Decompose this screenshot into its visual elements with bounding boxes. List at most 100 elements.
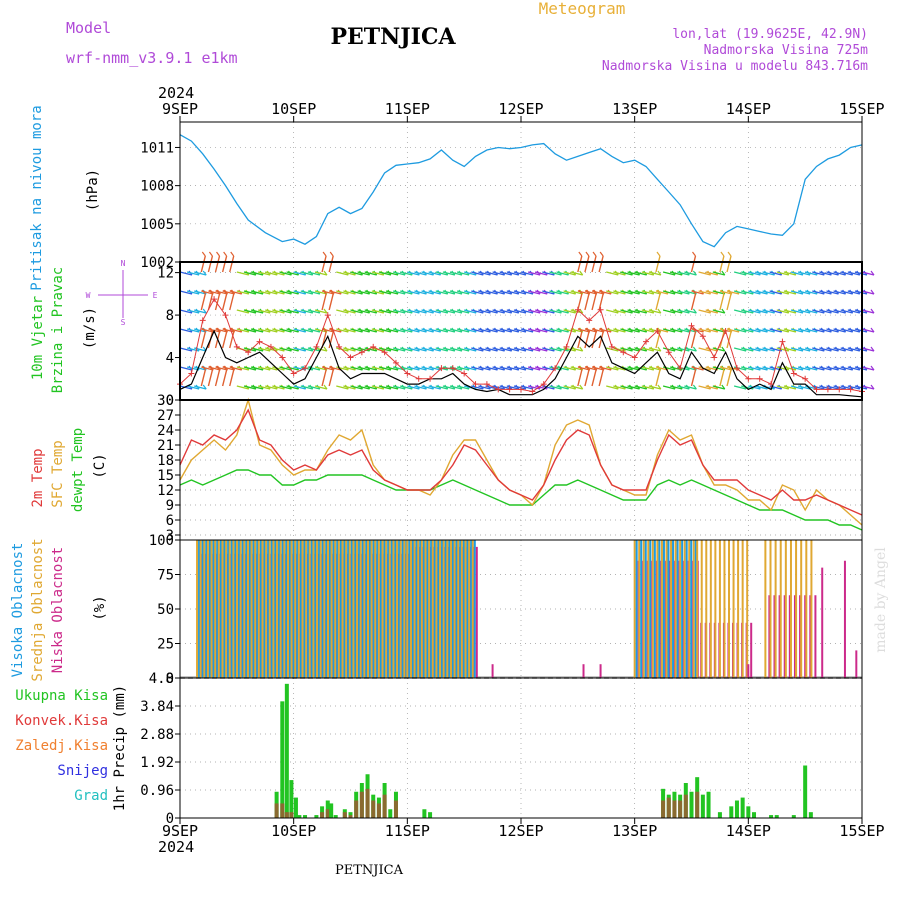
wind-barb xyxy=(250,385,264,390)
y-tick-label: 3.84 xyxy=(140,699,174,715)
wind-barb xyxy=(634,290,647,295)
wind-barb xyxy=(485,328,498,333)
wind-barb xyxy=(293,271,306,276)
wind-barb-flag xyxy=(592,251,597,257)
wind-barb xyxy=(286,366,299,371)
wind-barb xyxy=(371,271,384,276)
wind-barb xyxy=(613,366,626,371)
wind-barb xyxy=(762,366,775,371)
wind-barb xyxy=(741,366,754,371)
wind-barb xyxy=(364,385,377,390)
wind-barb xyxy=(748,290,761,295)
wind-barb xyxy=(769,385,782,390)
wind-barb-flag xyxy=(727,327,732,333)
wind-barb xyxy=(741,347,754,352)
gust-marker xyxy=(336,343,343,350)
wind-barb xyxy=(421,271,434,276)
wind-barb-flag xyxy=(692,327,696,333)
wind-barb-flag xyxy=(323,308,328,314)
wind-barb xyxy=(804,366,818,371)
wind-barb-flag xyxy=(592,327,597,333)
temp-side-label-3: dewpt Temp xyxy=(70,428,86,512)
wind-barb xyxy=(527,347,541,352)
wind-barb-flag xyxy=(216,327,221,333)
wind-barb xyxy=(485,309,498,314)
y-tick-label: 4.8 xyxy=(149,671,174,687)
wind-barb xyxy=(741,290,754,295)
wind-barb xyxy=(229,293,235,311)
convective-rain-bar xyxy=(280,803,285,818)
wind-barb-flag xyxy=(322,365,327,371)
wind-barb xyxy=(243,309,257,314)
wind-barb xyxy=(520,347,534,352)
wind-barb xyxy=(733,347,747,352)
y-tick-label: 18 xyxy=(157,453,174,469)
wind-barb xyxy=(812,328,825,333)
wind-barb xyxy=(563,309,576,314)
y-tick-label: 0 xyxy=(166,671,174,687)
wind-barb-flag xyxy=(599,365,604,371)
wind-barb-flag xyxy=(223,251,228,257)
convective-rain-bar xyxy=(365,788,370,818)
gust-marker xyxy=(711,354,718,361)
wind-barb xyxy=(542,347,555,352)
wind-barb xyxy=(279,271,292,276)
wind-barb xyxy=(563,271,576,276)
legend-hail: Grad xyxy=(74,788,108,804)
wind-barb-flag xyxy=(870,365,875,371)
wind-barb xyxy=(613,290,626,295)
gust-marker xyxy=(586,317,593,324)
total-rain-bar xyxy=(752,812,757,818)
wind-barb xyxy=(435,309,448,314)
wind-barb xyxy=(179,366,193,371)
wind-barb xyxy=(527,366,541,371)
wind-barb xyxy=(435,328,448,333)
wind-barb xyxy=(826,290,839,295)
wind-barb-flag xyxy=(692,365,696,371)
wind-barb-flag xyxy=(720,365,725,371)
gust-marker xyxy=(211,296,218,303)
wind-barb xyxy=(819,271,832,276)
wind-barb xyxy=(535,309,548,314)
wind-barb xyxy=(357,271,370,276)
wind-barb xyxy=(485,366,498,371)
y-tick-label: 12 xyxy=(157,483,174,499)
top-day-label: 14SEP xyxy=(726,100,771,118)
wind-barb xyxy=(563,290,576,295)
wind-barb xyxy=(755,347,768,352)
gust-marker xyxy=(643,338,650,345)
wind-barb-flag xyxy=(579,270,584,276)
wind-barb xyxy=(527,290,541,295)
wind-barb xyxy=(207,255,214,273)
wind-barb xyxy=(499,347,512,352)
gust-marker xyxy=(688,322,695,329)
total-rain-bar xyxy=(314,815,319,818)
wind-barb xyxy=(265,271,278,276)
total-rain-bar xyxy=(422,809,427,818)
wind-barb xyxy=(414,309,427,314)
wind-barb xyxy=(463,271,477,276)
wind-barb xyxy=(221,255,228,273)
wind-barb-flag xyxy=(208,327,213,333)
wind-barb-flag xyxy=(201,327,206,333)
wind-barb xyxy=(861,271,875,276)
year-bottom: 2024 xyxy=(158,838,194,856)
wind-barb xyxy=(236,309,250,314)
convective-rain-bar xyxy=(382,794,387,818)
wind-barb xyxy=(364,309,377,314)
wind-barb-flag xyxy=(323,270,328,276)
wind-barb xyxy=(783,328,797,333)
wind-barb xyxy=(179,309,193,314)
wind-barb xyxy=(776,290,789,295)
wind-barb xyxy=(648,271,662,276)
wind-barb xyxy=(492,290,505,295)
wind-speed-line xyxy=(179,329,863,398)
wind-barb xyxy=(826,366,839,371)
wind-barb xyxy=(236,271,250,276)
wind-barb xyxy=(620,271,633,276)
convective-rain-bar xyxy=(661,800,666,818)
wind-barb xyxy=(520,271,534,276)
wind-barb xyxy=(279,385,292,390)
wind-barb xyxy=(478,366,491,371)
wind-barb xyxy=(570,347,583,352)
